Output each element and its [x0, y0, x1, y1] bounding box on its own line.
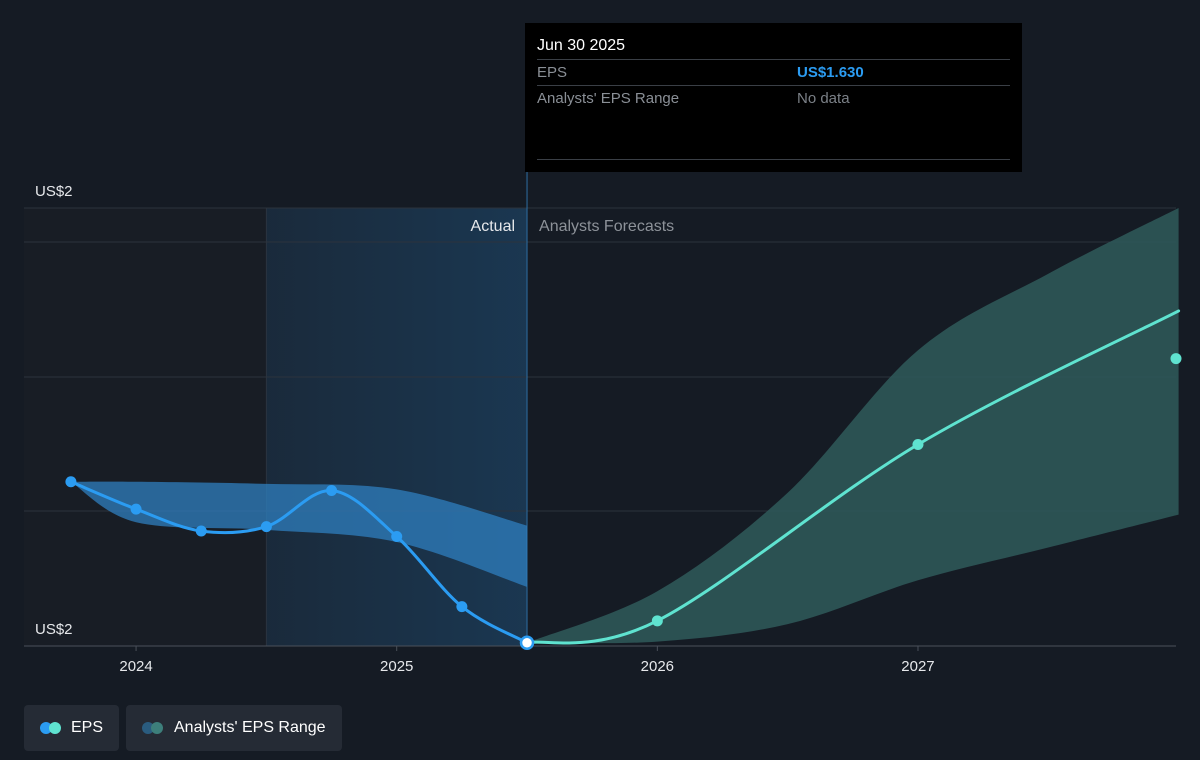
x-tick-label: 2027: [901, 658, 934, 675]
tooltip-range-value: No data: [797, 90, 850, 107]
forecast-section-label: Analysts Forecasts: [539, 218, 674, 235]
legend-range-button[interactable]: Analysts' EPS Range: [126, 705, 342, 751]
actual-eps-point: [65, 476, 77, 488]
actual-eps-line: [69, 480, 529, 645]
tooltip-eps-label: EPS: [537, 64, 568, 81]
tooltip-eps-value: US$1.630: [797, 64, 864, 81]
eps-legend-icon: [40, 721, 63, 735]
actual-range-band: [70, 481, 528, 587]
tooltip: Jun 30 2025 EPS US$1.630 Analysts' EPS R…: [525, 23, 1022, 172]
forecast-eps-point: [651, 615, 663, 627]
selected-eps-point: [519, 635, 535, 650]
actual-eps-point: [456, 601, 468, 613]
range-legend-icon: [142, 721, 166, 735]
tooltip-date: Jun 30 2025: [537, 37, 626, 54]
actual-eps-point: [130, 503, 142, 515]
x-tick-label: 2025: [380, 658, 413, 675]
y-tick-label-top: US$2: [35, 183, 73, 200]
y-tick-label-bottom: US$2: [35, 621, 73, 638]
tooltip-divider: [537, 159, 1010, 160]
legend-eps-button[interactable]: EPS: [24, 705, 119, 751]
actual-eps-point: [195, 525, 207, 537]
x-tick-label: 2024: [119, 658, 152, 675]
actual-eps-point: [391, 531, 403, 542]
forecast-eps-point-edge: [1170, 353, 1182, 365]
highlight-region: [266, 208, 528, 646]
forecast-eps-point: [912, 439, 924, 451]
forecast-eps-line: [525, 309, 1181, 645]
legend-eps-label: EPS: [70, 719, 103, 736]
eps-chart: US$2 US$2 Actual Analysts Forecasts 2024 2025…: [24, 172, 1182, 675]
tooltip-range-label: Analysts' EPS Range: [537, 90, 680, 107]
actual-eps-point: [260, 521, 272, 533]
tooltip-eps-row: EPS US$1.630: [537, 59, 1010, 86]
legend-range-label: Analysts' EPS Range: [174, 719, 326, 736]
x-tick-label: 2026: [641, 658, 674, 675]
actual-section-label: Actual: [471, 218, 515, 235]
tooltip-range-row: Analysts' EPS Range No data: [537, 85, 1010, 112]
actual-eps-point: [326, 485, 338, 497]
forecast-range-band: [527, 208, 1179, 644]
